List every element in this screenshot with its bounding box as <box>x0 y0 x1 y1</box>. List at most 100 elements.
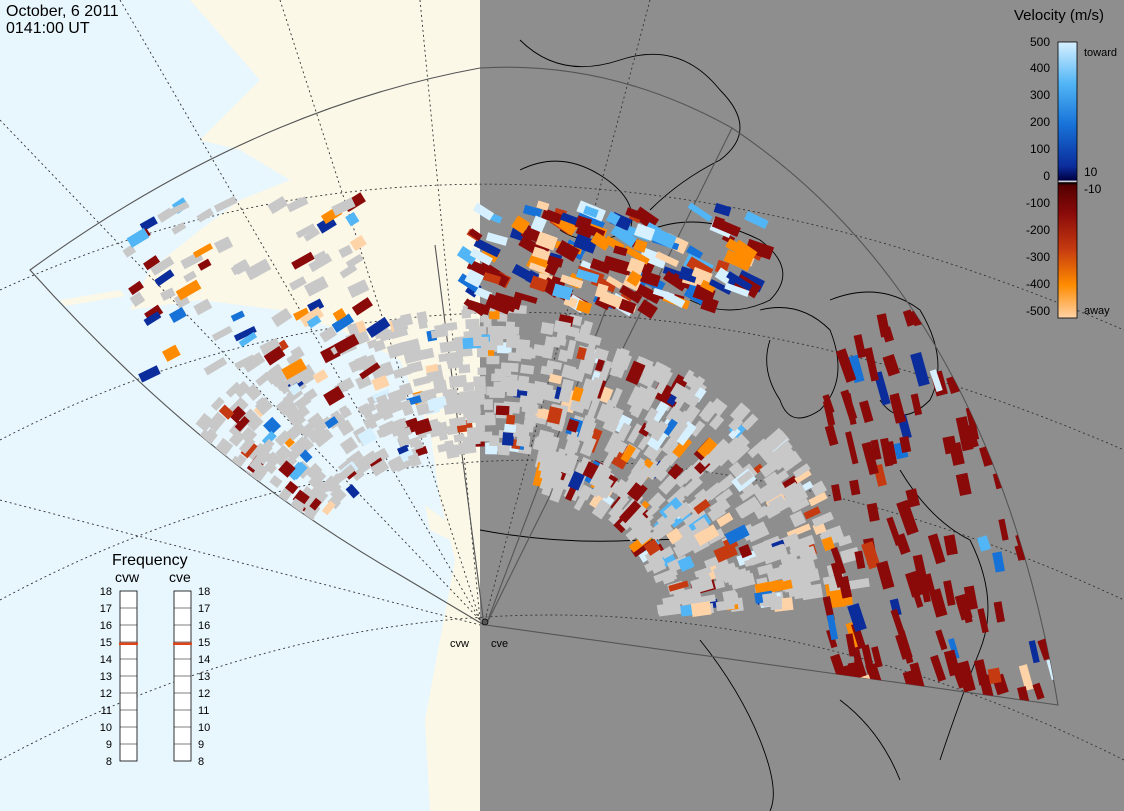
echo-cell <box>478 414 496 426</box>
echo-cell <box>576 299 593 314</box>
echo-cell <box>230 310 245 322</box>
echo-cell <box>574 332 593 345</box>
echo-cell <box>233 325 257 342</box>
echo-cell <box>511 263 533 282</box>
echo-cell <box>724 592 740 606</box>
echo-cell <box>861 541 881 570</box>
fov-cve <box>485 127 1059 706</box>
echo-cell <box>668 419 689 442</box>
echo-cell <box>366 316 391 338</box>
echo-cell <box>633 464 653 487</box>
echo-cell <box>579 435 597 457</box>
echo-cell <box>998 518 1009 541</box>
echo-cell <box>803 506 821 520</box>
velocity-tick-label: 500 <box>1030 35 1050 49</box>
echo-cell <box>439 340 459 353</box>
echo-cell <box>234 354 256 370</box>
echo-cell <box>678 469 694 484</box>
echo-cell <box>845 431 859 465</box>
echo-cell <box>654 523 674 541</box>
echo-cell <box>228 405 248 425</box>
echo-cell <box>626 257 646 276</box>
echo-cell <box>716 512 734 528</box>
echo-cell <box>713 202 732 217</box>
echo-cell <box>697 437 718 459</box>
echo-cell <box>992 551 1005 573</box>
frequency-tick-label: 18 <box>100 586 112 598</box>
echo-cell <box>700 279 717 293</box>
echo-cell <box>323 385 345 406</box>
echo-cell <box>453 433 466 443</box>
echo-cell <box>339 436 359 455</box>
echo-cell <box>345 211 360 227</box>
fov-shared-arc <box>479 66 733 129</box>
echo-cell <box>162 344 181 362</box>
echo-cell <box>244 258 272 281</box>
echo-cell <box>663 504 681 523</box>
echo-cell <box>288 276 307 291</box>
echo-cell <box>830 546 846 575</box>
echo-cell <box>907 575 924 608</box>
echo-cell <box>768 439 793 462</box>
echo-cell <box>400 399 412 410</box>
echo-cell <box>293 307 310 321</box>
echo-cell <box>351 468 365 482</box>
echo-cell <box>670 382 688 401</box>
echo-cell <box>548 373 563 385</box>
echo-cell <box>291 251 315 270</box>
frequency-panel: Frequency cvw cve 18 18 17 17 16 16 15 15 14 14 13… <box>100 552 211 768</box>
echo-cell <box>626 270 643 287</box>
echo-cell <box>1028 640 1040 664</box>
echo-cell <box>521 403 536 413</box>
echo-cell <box>337 377 355 393</box>
frequency-tick-label: 18 <box>198 586 210 598</box>
echo-cell <box>487 343 499 352</box>
echo-cell <box>469 247 493 266</box>
echo-cell <box>288 410 306 429</box>
echo-cell <box>299 423 316 439</box>
frequency-tick-label: 12 <box>100 688 112 700</box>
echo-cell <box>947 638 960 660</box>
echo-cell <box>634 283 662 305</box>
echo-cell <box>699 454 713 468</box>
echo-cell <box>876 560 895 590</box>
echo-cell <box>349 234 367 252</box>
echo-cell <box>308 469 327 489</box>
echo-cell <box>789 498 810 513</box>
echo-cell <box>898 630 914 664</box>
echo-cell <box>378 328 397 342</box>
echo-cell <box>977 608 989 634</box>
frequency-tick-label: 12 <box>198 688 210 700</box>
echo-cell <box>747 527 770 543</box>
echo-cell <box>626 385 642 407</box>
velocity-tick-label: -10 <box>1084 182 1102 196</box>
echo-cell <box>373 447 390 463</box>
echo-cell <box>183 270 197 283</box>
frequency-tick-label: 11 <box>101 705 112 717</box>
echo-cell <box>853 334 867 359</box>
echo-cell <box>634 223 656 241</box>
echo-cell <box>388 455 404 470</box>
echo-cell <box>637 433 652 451</box>
vancouver-island <box>425 505 450 540</box>
echo-cell <box>578 359 595 374</box>
echo-cell <box>811 511 834 528</box>
velocity-colorbar: Velocity (m/s) toward away 500 400 300 200 1… <box>1014 7 1117 319</box>
echo-cell <box>159 287 176 301</box>
echo-cell <box>678 266 699 283</box>
echo-cell <box>143 311 162 327</box>
echo-cell <box>449 376 465 389</box>
echo-cell <box>171 222 187 235</box>
echo-cell <box>691 266 713 283</box>
echo-cell <box>955 416 974 452</box>
echo-cell <box>567 470 585 491</box>
frequency-label-cvw: cvw <box>115 569 140 585</box>
echo-cell <box>238 331 258 348</box>
echo-cell <box>845 633 857 657</box>
echo-cell <box>824 424 839 447</box>
echo-cell <box>473 286 493 301</box>
echo-cell <box>943 534 958 556</box>
echo-cell <box>263 416 282 435</box>
velocity-title: Velocity (m/s) <box>1014 7 1104 24</box>
echo-cell <box>726 271 753 292</box>
